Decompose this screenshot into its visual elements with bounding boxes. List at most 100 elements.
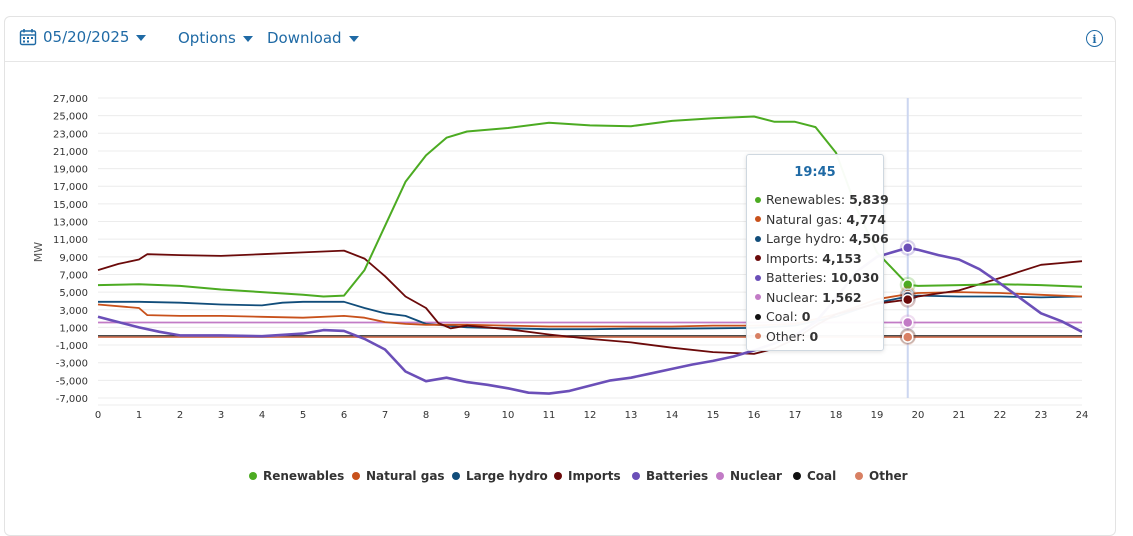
tooltip-label: Coal [766, 309, 794, 324]
chart-legend: Renewables Natural gas Large hydro Imports B… [0, 469, 1133, 485]
series-line-renewables [97, 115, 1083, 298]
series-line-batteries [97, 246, 1083, 395]
y-tick-label: 21,000 [53, 147, 88, 158]
tooltip-value: 4,774 [846, 211, 886, 227]
series-dot-icon [755, 216, 761, 222]
x-tick-label: 24 [1076, 410, 1089, 421]
x-tick-label: 23 [1035, 410, 1048, 421]
legend-item-other[interactable]: Other [855, 469, 908, 483]
x-tick-label: 11 [543, 410, 556, 421]
date-label: 05/20/2025 [43, 28, 130, 46]
download-label: Download [267, 29, 342, 47]
series-dot-icon [755, 333, 761, 339]
x-tick-label: 19 [871, 410, 884, 421]
x-tick-label: 4 [259, 410, 265, 421]
x-tick-label: 8 [423, 410, 429, 421]
tooltip-row: Other: 0 [747, 327, 883, 347]
marker-nuclear [902, 316, 914, 329]
tooltip-value: 0 [809, 328, 819, 344]
y-tick-label: 25,000 [53, 112, 88, 123]
y-tick-label: 3,000 [59, 306, 88, 317]
calendar-icon [19, 29, 37, 46]
x-tick-label: 1 [136, 410, 142, 421]
marker-imports [902, 293, 914, 306]
x-tick-label: 10 [502, 410, 515, 421]
y-tick-label: 15,000 [53, 200, 88, 211]
marker-batteries [902, 241, 914, 254]
x-tick-label: 14 [666, 410, 679, 421]
tooltip-separator: : [793, 309, 802, 324]
x-tick-label: 7 [382, 410, 388, 421]
chart-toolbar: 05/20/2025 Options Download i [5, 17, 1115, 62]
x-tick-label: 21 [953, 410, 966, 421]
axis-labels: -7,000 -5,000 -3,000 -1,000 1,000 3,000 5,000 7… [53, 94, 1088, 421]
x-tick-label: 16 [748, 410, 761, 421]
legend-label: Batteries [646, 469, 709, 483]
legend-label: Nuclear [730, 469, 782, 483]
y-tick-label: -5,000 [56, 376, 88, 387]
tooltip-row: Large hydro: 4,506 [747, 229, 889, 249]
x-tick-label: 18 [830, 410, 843, 421]
y-tick-label: 17,000 [53, 182, 88, 193]
x-tick-label: 9 [464, 410, 470, 421]
hover-markers [899, 239, 916, 346]
legend-label: Renewables [263, 469, 345, 483]
legend-item-nuclear[interactable]: Nuclear [716, 469, 782, 483]
x-tick-label: 5 [300, 410, 306, 421]
x-tick-label: 15 [707, 410, 720, 421]
legend-item-large-hydro[interactable]: Large hydro [452, 469, 548, 483]
legend-item-imports[interactable]: Imports [554, 469, 621, 483]
tooltip-label: Nuclear [766, 289, 814, 305]
legend-dot-icon [352, 471, 360, 480]
tooltip-value: 5,839 [849, 192, 889, 207]
tooltip-label: Large hydro [766, 231, 841, 246]
hover-tooltip: 19:45 Renewables: 5,839 Natural gas: 4,77… [746, 154, 889, 351]
tooltip-separator: : [840, 192, 850, 207]
legend-label: Imports [568, 469, 621, 483]
series-dot-icon [755, 196, 761, 203]
legend-item-coal[interactable]: Coal [793, 469, 836, 483]
tooltip-value: 1,562 [822, 289, 862, 305]
y-tick-label: 23,000 [53, 129, 88, 140]
tooltip-time: 19:45 [794, 165, 836, 180]
x-tick-label: 12 [584, 410, 597, 421]
options-label: Options [178, 29, 236, 47]
legend-dot-icon [716, 471, 724, 480]
legend-label: Large hydro [466, 469, 548, 483]
tooltip-separator: : [822, 270, 831, 285]
tooltip-value: 10,030 [830, 270, 879, 285]
series-dot-icon [755, 274, 761, 281]
tooltip-label: Natural gas [766, 211, 839, 227]
tooltip-value: 0 [801, 309, 811, 324]
marker-other [902, 331, 914, 343]
tooltip-row: Coal: 0 [747, 307, 883, 327]
options-menu[interactable]: Options [178, 29, 253, 47]
y-tick-label: 13,000 [53, 218, 88, 229]
series-dot-icon [755, 255, 761, 261]
y-tick-label: 1,000 [59, 323, 88, 334]
legend-label: Coal [807, 469, 837, 483]
info-icon[interactable]: i [1086, 30, 1103, 47]
download-menu[interactable]: Download [267, 29, 359, 47]
series-dot-icon [755, 235, 761, 242]
date-picker[interactable]: 05/20/2025 [19, 28, 147, 46]
tooltip-rows: Renewables: 5,839 Natural gas: 4,774 Large… [747, 190, 889, 347]
x-tick-label: 6 [341, 410, 347, 421]
tooltip-value: 4,506 [849, 231, 889, 246]
tooltip-label: Renewables [766, 192, 841, 207]
legend-dot-icon [855, 471, 863, 480]
y-tick-label: -1,000 [56, 341, 88, 352]
legend-label: Natural gas [366, 469, 445, 483]
x-tick-label: 22 [994, 410, 1007, 421]
chevron-down-icon [136, 35, 147, 41]
tooltip-value: 4,153 [822, 250, 862, 266]
legend-item-renewables[interactable]: Renewables [249, 469, 344, 483]
legend-item-batteries[interactable]: Batteries [632, 469, 708, 483]
legend-label: Other [869, 469, 908, 483]
series-dot-icon [755, 294, 761, 300]
x-tick-label: 17 [789, 410, 802, 421]
x-tick-label: 2 [177, 410, 183, 421]
legend-item-natural-gas[interactable]: Natural gas [352, 469, 445, 483]
y-tick-label: -7,000 [56, 394, 88, 405]
tooltip-separator: : [840, 231, 850, 246]
